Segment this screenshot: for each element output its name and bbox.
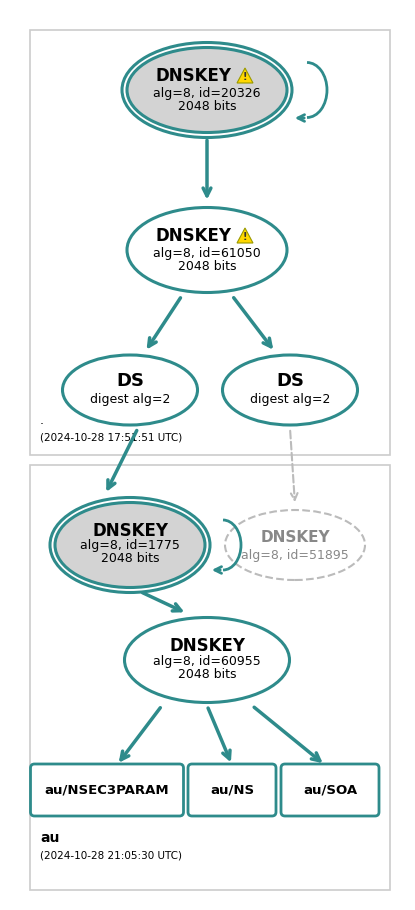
Text: 2048 bits: 2048 bits — [178, 259, 236, 272]
Text: au/NSEC3PARAM: au/NSEC3PARAM — [45, 784, 169, 796]
FancyBboxPatch shape — [30, 465, 390, 890]
Text: !: ! — [243, 232, 247, 242]
Text: (2024-10-28 17:51:51 UTC): (2024-10-28 17:51:51 UTC) — [40, 432, 182, 442]
Text: DNSKEY: DNSKEY — [92, 522, 168, 540]
Text: DNSKEY: DNSKEY — [169, 637, 245, 655]
Text: DS: DS — [276, 372, 304, 390]
Ellipse shape — [225, 510, 365, 580]
Ellipse shape — [127, 47, 287, 133]
Ellipse shape — [222, 355, 357, 425]
Text: alg=8, id=51895: alg=8, id=51895 — [241, 549, 349, 561]
Text: 2048 bits: 2048 bits — [178, 99, 236, 113]
Text: digest alg=2: digest alg=2 — [90, 393, 170, 407]
Text: alg=8, id=20326: alg=8, id=20326 — [153, 86, 261, 99]
Text: DS: DS — [116, 372, 144, 390]
Text: DNSKEY: DNSKEY — [155, 67, 231, 85]
Text: DNSKEY: DNSKEY — [155, 227, 231, 245]
Text: !: ! — [243, 72, 247, 82]
FancyBboxPatch shape — [30, 30, 390, 455]
Ellipse shape — [63, 355, 198, 425]
Text: alg=8, id=1775: alg=8, id=1775 — [80, 540, 180, 552]
Text: .: . — [40, 413, 44, 427]
FancyBboxPatch shape — [188, 764, 276, 816]
Text: digest alg=2: digest alg=2 — [250, 393, 330, 407]
Text: au: au — [40, 831, 59, 845]
Text: 2048 bits: 2048 bits — [178, 668, 236, 681]
Polygon shape — [237, 228, 253, 243]
Text: alg=8, id=60955: alg=8, id=60955 — [153, 654, 261, 668]
Text: (2024-10-28 21:05:30 UTC): (2024-10-28 21:05:30 UTC) — [40, 850, 182, 860]
Text: au/NS: au/NS — [210, 784, 254, 796]
Text: au/SOA: au/SOA — [303, 784, 357, 796]
Ellipse shape — [55, 502, 205, 588]
FancyBboxPatch shape — [30, 764, 183, 816]
Text: DNSKEY: DNSKEY — [260, 530, 330, 544]
Ellipse shape — [127, 207, 287, 292]
Polygon shape — [237, 68, 253, 83]
FancyBboxPatch shape — [281, 764, 379, 816]
Ellipse shape — [124, 618, 290, 703]
Text: 2048 bits: 2048 bits — [101, 552, 159, 565]
Text: alg=8, id=61050: alg=8, id=61050 — [153, 247, 261, 259]
